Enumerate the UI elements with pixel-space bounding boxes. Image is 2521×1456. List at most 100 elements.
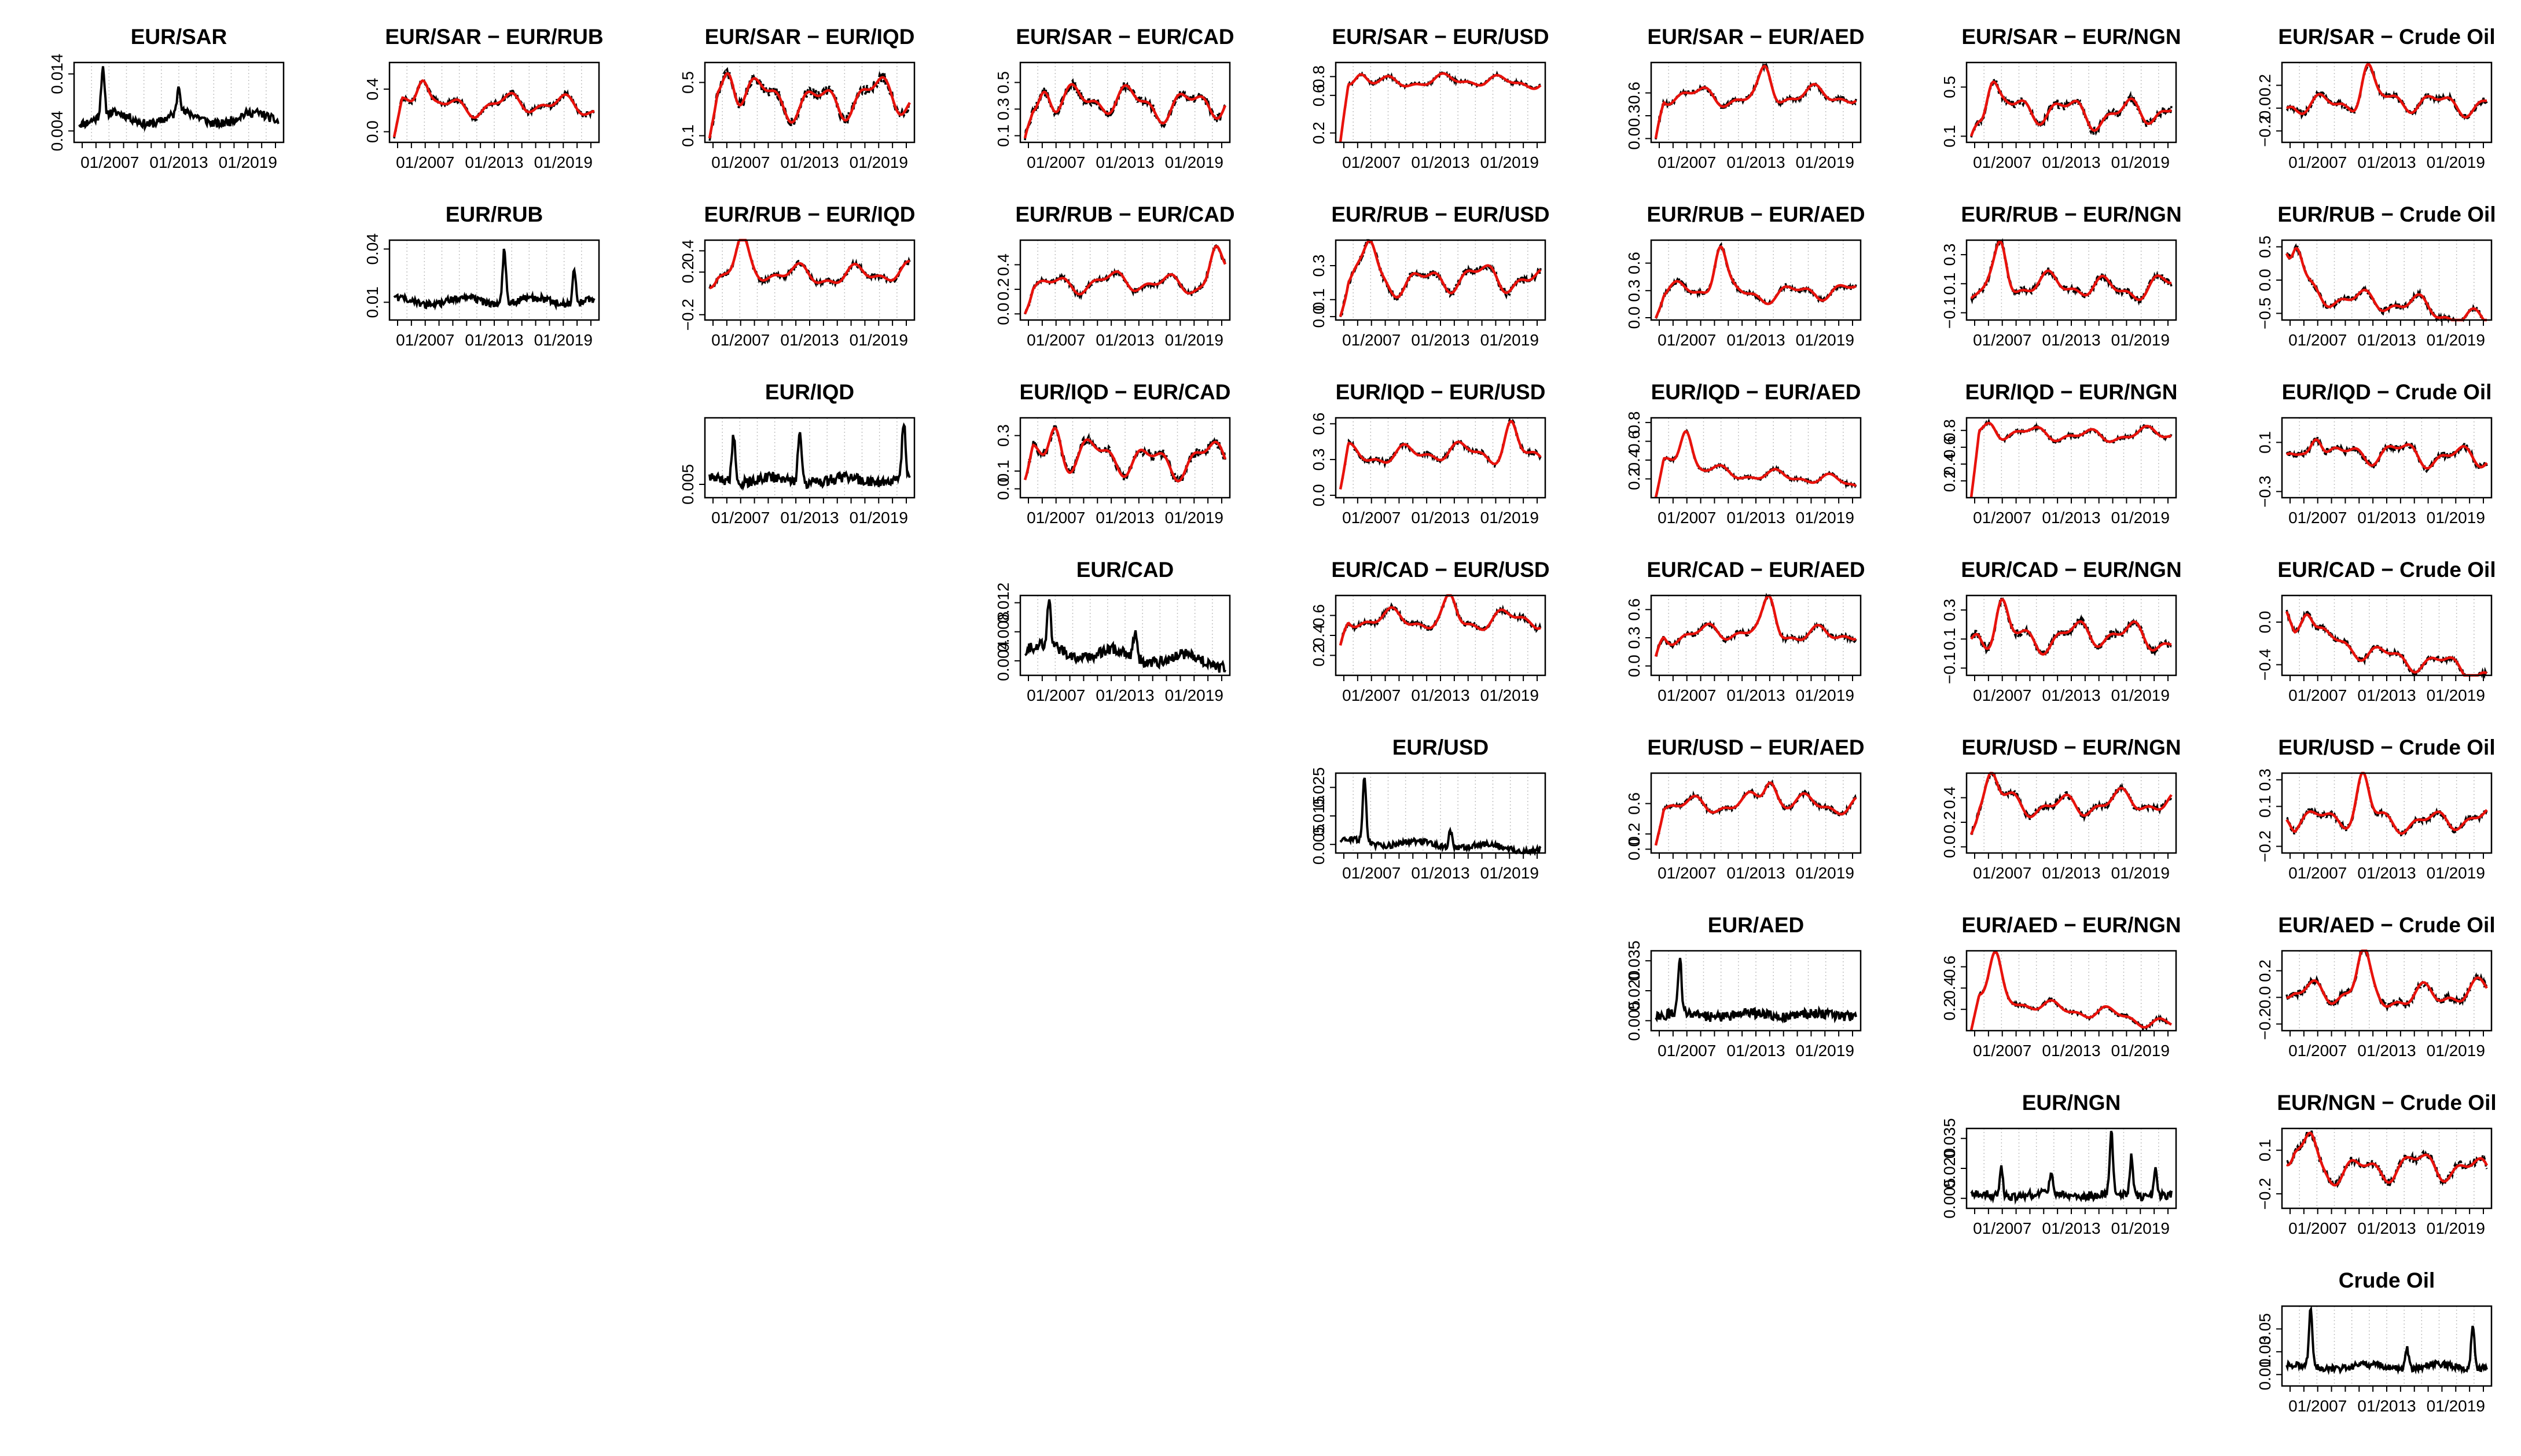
y-tick-label: 0.004 xyxy=(994,641,1012,681)
y-tick-label: 0.6 xyxy=(1941,436,1958,458)
x-tick-label: 01/2013 xyxy=(149,153,208,171)
series-line-estimated xyxy=(1969,80,2173,137)
chart-svg: EUR/AED − EUR/NGN 01/2007 01/2013 01/2019 0.… xyxy=(1941,913,2181,1060)
y-tick-label: 0.005 xyxy=(1941,1178,1958,1219)
chart-svg: EUR/RUB − EUR/NGN 01/2007 01/2013 01/2019 −0… xyxy=(1941,203,2182,349)
y-tick-label: 0.05 xyxy=(2256,1313,2274,1345)
series-line-estimated xyxy=(1969,950,2173,1031)
y-tick-label: 0.2 xyxy=(1310,644,1328,667)
x-tick-label: 01/2019 xyxy=(2111,686,2170,704)
y-tick-label: 0.4 xyxy=(1941,977,1958,999)
chart-panel: EUR/RUB − EUR/AED 01/2007 01/2013 01/2019 0.… xyxy=(1577,195,1892,373)
chart-panel: EUR/AED − EUR/NGN 01/2007 01/2013 01/2019 0.… xyxy=(1892,906,2207,1083)
y-tick-label: 0.0 xyxy=(1310,306,1328,328)
y-tick-label: 0.2 xyxy=(1625,823,1643,845)
x-tick-label: 01/2019 xyxy=(2111,153,2170,171)
plot-frame xyxy=(2281,594,2493,676)
x-tick-label: 01/2013 xyxy=(780,153,839,171)
x-tick-label: 01/2019 xyxy=(1480,331,1539,349)
y-tick-label: 0.025 xyxy=(1310,767,1328,808)
x-tick-label: 01/2007 xyxy=(1973,864,2031,882)
x-tick-label: 01/2013 xyxy=(1411,509,1469,527)
chart-svg: EUR/RUB − EUR/IQD 01/2007 01/2013 01/2019 −0… xyxy=(679,203,915,349)
y-tick-label: 0.6 xyxy=(1310,413,1328,435)
y-tick-label: 0.1 xyxy=(2256,431,2274,454)
chart-panel: EUR/RUB − EUR/NGN 01/2007 01/2013 01/2019 −0… xyxy=(1892,195,2207,373)
y-tick-label: −0.1 xyxy=(1941,652,1958,684)
chart-panel: EUR/USD 01/2007 01/2013 01/2019 0.005 0.015 0.… xyxy=(1262,728,1576,906)
x-tick-label: 01/2013 xyxy=(2042,864,2100,882)
chart-panel: EUR/RUB − EUR/USD 01/2007 01/2013 01/2019 0.… xyxy=(1262,195,1576,373)
chart-title: EUR/SAR − EUR/CAD xyxy=(1016,25,1234,49)
x-tick-label: 01/2007 xyxy=(1027,509,1085,527)
x-tick-label: 01/2007 xyxy=(711,153,770,171)
chart-panel: EUR/AED 01/2007 01/2013 01/2019 0.005 0.020 0.… xyxy=(1577,906,1892,1083)
x-tick-label: 01/2007 xyxy=(1973,153,2031,171)
x-tick-label: 01/2019 xyxy=(1796,1042,1854,1060)
series-line-estimated xyxy=(2286,949,2488,1008)
plot-frame xyxy=(1965,239,2177,321)
chart-title: EUR/NGN xyxy=(2022,1091,2121,1115)
y-tick-label: 0.0 xyxy=(1310,484,1328,506)
x-tick-label: 01/2013 xyxy=(2357,509,2416,527)
x-tick-label: 01/2019 xyxy=(1480,509,1539,527)
y-tick-label: −0.4 xyxy=(2256,649,2274,681)
series-line-estimated xyxy=(2285,62,2487,119)
x-tick-label: 01/2007 xyxy=(1973,331,2031,349)
x-tick-label: 01/2019 xyxy=(850,153,908,171)
y-tick-label: −0.2 xyxy=(2256,115,2274,147)
y-tick-label: 0.2 xyxy=(1310,122,1328,144)
chart-svg: EUR/SAR 01/2007 01/2013 01/2019 0.004 0.014 xyxy=(48,25,285,171)
plot-frame xyxy=(1965,417,2177,499)
x-tick-label: 01/2019 xyxy=(2111,1219,2170,1237)
y-tick-label: 0.03 xyxy=(2256,1336,2274,1368)
y-tick-label: 0.4 xyxy=(1625,449,1643,472)
x-tick-label: 01/2019 xyxy=(219,153,277,171)
chart-svg: EUR/CAD − EUR/AED 01/2007 01/2013 01/2019 0.… xyxy=(1625,558,1865,704)
chart-svg: EUR/CAD − EUR/NGN 01/2007 01/2013 01/2019 −0… xyxy=(1941,558,2182,704)
y-tick-label: 0.1 xyxy=(1941,125,1958,148)
x-tick-label: 01/2007 xyxy=(1342,153,1401,171)
x-tick-label: 01/2013 xyxy=(465,153,523,171)
x-tick-label: 01/2019 xyxy=(1796,509,1854,527)
plot-frame xyxy=(1335,417,1546,499)
x-tick-label: 01/2007 xyxy=(1973,686,2031,704)
chart-svg: EUR/IQD 01/2007 01/2013 01/2019 0.005 xyxy=(679,380,916,527)
plot-frame xyxy=(1335,594,1546,676)
plot-frame xyxy=(1650,239,1862,321)
plot-frame xyxy=(388,239,600,321)
y-tick-label: −0.2 xyxy=(2256,1178,2274,1209)
x-tick-label: 01/2019 xyxy=(2111,509,2170,527)
chart-panel: EUR/USD − EUR/AED 01/2007 01/2013 01/2019 0.… xyxy=(1577,728,1892,906)
chart-svg: EUR/USD 01/2007 01/2013 01/2019 0.0050.0150.… xyxy=(1310,736,1546,882)
chart-title: EUR/IQD xyxy=(765,380,854,404)
x-tick-label: 01/2019 xyxy=(2427,1219,2485,1237)
chart-svg: EUR/IQD − Crude Oil 01/2007 01/2013 01/2019… xyxy=(2256,380,2493,527)
x-tick-label: 01/2013 xyxy=(780,509,839,527)
chart-panel: EUR/USD − EUR/NGN 01/2007 01/2013 01/2019 0.… xyxy=(1892,728,2207,906)
x-tick-label: 01/2019 xyxy=(534,153,593,171)
chart-title: Crude Oil xyxy=(2339,1269,2435,1292)
x-tick-label: 01/2007 xyxy=(1342,331,1401,349)
x-tick-label: 01/2007 xyxy=(1342,509,1401,527)
plot-frame xyxy=(1650,417,1862,499)
chart-title: EUR/RUB − Crude Oil xyxy=(2277,203,2496,226)
y-tick-label: 0.035 xyxy=(1941,1118,1958,1159)
y-tick-label: 0.5 xyxy=(2256,236,2274,258)
chart-svg: EUR/USD − EUR/NGN 01/2007 01/2013 01/2019 0.… xyxy=(1941,736,2181,882)
series-line-estimated xyxy=(1654,429,1857,498)
x-tick-label: 01/2007 xyxy=(1027,686,1085,704)
x-tick-label: 01/2013 xyxy=(1726,864,1785,882)
y-tick-label: −0.2 xyxy=(679,299,697,330)
y-tick-label: −0.2 xyxy=(2256,830,2274,862)
chart-svg: EUR/AED 01/2007 01/2013 01/2019 0.0050.0200.… xyxy=(1625,913,1862,1060)
y-tick-label: 0.0 xyxy=(363,120,381,143)
chart-title: EUR/USD − EUR/NGN xyxy=(1961,736,2181,759)
y-tick-label: 0.8 xyxy=(1941,419,1958,442)
y-tick-label: 0.4 xyxy=(363,78,381,101)
chart-panel: EUR/IQD − EUR/NGN 01/2007 01/2013 01/2019 0.… xyxy=(1892,373,2207,550)
x-tick-label: 01/2007 xyxy=(1658,864,1716,882)
x-tick-label: 01/2007 xyxy=(396,331,454,349)
y-tick-label: 0.01 xyxy=(363,286,381,318)
y-tick-label: 0.020 xyxy=(1941,1148,1958,1189)
